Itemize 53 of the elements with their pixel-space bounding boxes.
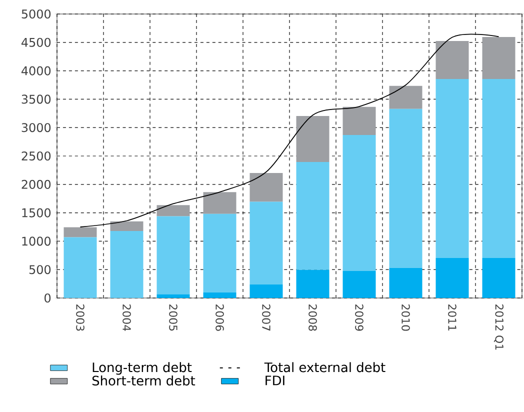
bar [296, 162, 330, 270]
bar [389, 86, 422, 109]
x-tick-label: 2003 [76, 304, 84, 331]
bar [436, 258, 469, 298]
bar [64, 227, 97, 238]
bar [250, 284, 283, 298]
bar [389, 268, 422, 298]
x-tick-label: 2007 [262, 304, 270, 331]
bar [110, 230, 144, 298]
bar [296, 116, 330, 162]
y-tick-label: 1500 [22, 208, 51, 218]
y-tick-label: 2000 [22, 180, 51, 189]
bar [203, 292, 236, 298]
bar [156, 205, 190, 216]
bar [250, 173, 283, 202]
x-tick-label: 2009 [355, 304, 364, 331]
legend-label: Short-term debt [92, 376, 196, 386]
legend-label: Long-term debt [92, 362, 192, 375]
bar [203, 214, 236, 292]
bar [156, 294, 190, 298]
bar [436, 40, 469, 80]
y-tick-label: 4000 [22, 66, 51, 76]
x-tick-label: 2004 [122, 304, 131, 331]
bar [64, 237, 97, 298]
bar [110, 221, 144, 231]
legend-label: Total external debt [264, 362, 386, 372]
x-tick-label: 2012 Q1 [494, 304, 504, 350]
bar [342, 106, 376, 135]
bar [296, 270, 330, 298]
bar [250, 202, 283, 284]
bar [342, 271, 376, 298]
y-tick-label: 2500 [22, 151, 51, 161]
x-tick-label: 2011 [448, 304, 456, 331]
bar [436, 79, 469, 258]
bar [203, 192, 236, 214]
bar [389, 108, 422, 268]
y-tick-label: 3500 [22, 94, 51, 104]
x-tick-label: 2008 [308, 304, 317, 331]
y-tick-label: 4500 [22, 38, 51, 47]
y-tick-label: 3000 [22, 123, 51, 132]
y-tick-label: 5000 [22, 9, 51, 19]
bar [156, 216, 190, 294]
bar [342, 134, 376, 272]
legend-label: FDI [266, 376, 284, 386]
x-tick-label: 2006 [216, 304, 224, 331]
bar [482, 79, 516, 258]
y-tick-label: 500 [29, 265, 51, 274]
bar [482, 37, 516, 80]
y-tick-label: 1000 [22, 236, 51, 246]
y-tick-label: 0 [44, 293, 51, 303]
x-tick-label: 2005 [169, 304, 178, 331]
x-tick-label: 2010 [402, 304, 410, 331]
bar [482, 258, 516, 298]
